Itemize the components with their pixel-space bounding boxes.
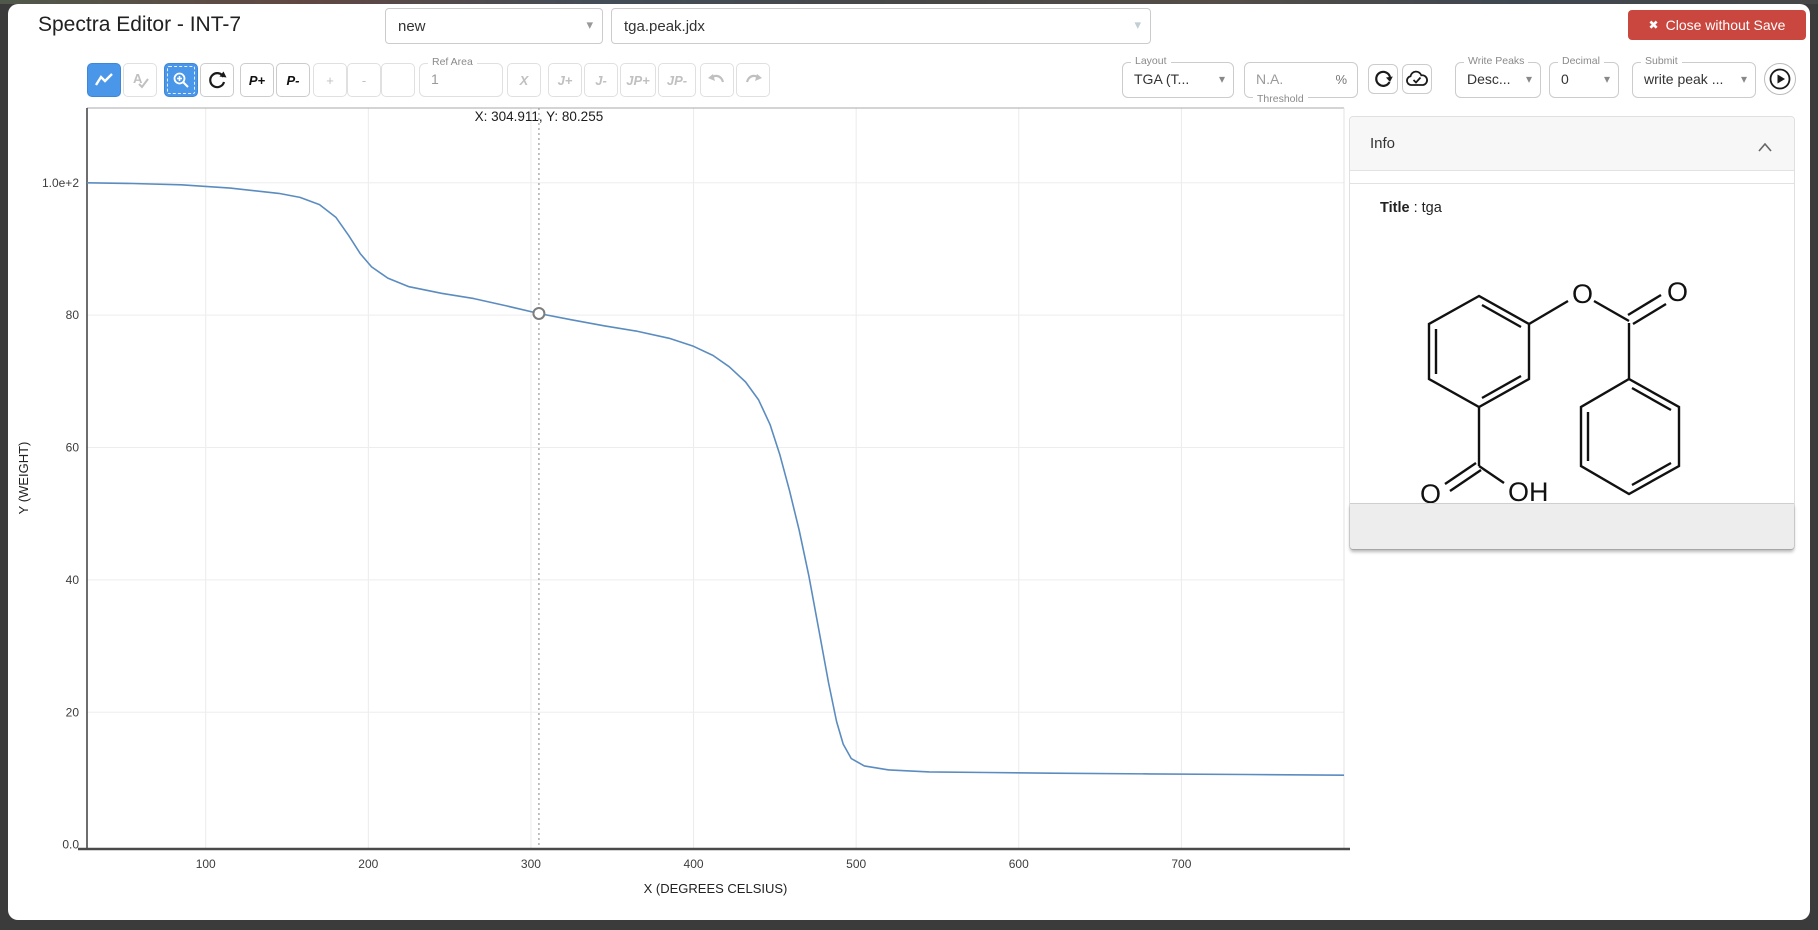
spectrum-select-value: new [398, 17, 426, 35]
zoom-in-icon [173, 72, 189, 88]
x-tick-label: 500 [846, 857, 866, 871]
line-chart-icon [94, 73, 113, 86]
info-panel-body: Title : tga [1350, 171, 1794, 509]
submit-run-button[interactable] [1764, 63, 1796, 95]
write-peaks-label: Write Peaks [1464, 55, 1529, 67]
y-tick-label: 1.0e+2 [42, 176, 79, 190]
layout-label: Layout [1131, 55, 1171, 67]
close-icon: ✖ [1648, 18, 1659, 32]
write-peaks-select[interactable]: Write Peaks Desc... ▾ [1455, 55, 1541, 98]
atom-label: O [1667, 277, 1688, 307]
x-tick-label: 700 [1171, 857, 1191, 871]
submit-value: write peak ... [1644, 71, 1724, 87]
tga-chart[interactable]: 1.0e+2 80 60 40 20 0.0 100 200 300 400 500 600 700 X … [8, 100, 1358, 910]
tga-curve [86, 182, 1345, 776]
play-icon [1769, 68, 1791, 90]
spectrum-title-label: Title [1380, 200, 1410, 216]
y-tick-label: 60 [66, 441, 80, 455]
atom-label: OH [1508, 477, 1549, 507]
line-mode-button[interactable] [87, 63, 121, 97]
threshold-label: Threshold [1253, 93, 1308, 105]
file-select-value: tga.peak.jdx [624, 17, 705, 35]
decimal-label: Decimal [1558, 55, 1604, 67]
chevron-down-icon: ▾ [1525, 72, 1532, 86]
layout-select[interactable]: Layout TGA (T... ▾ [1122, 55, 1234, 98]
threshold-field[interactable]: N.A. % Threshold [1244, 62, 1358, 105]
x-tick-label: 100 [196, 857, 216, 871]
chevron-down-icon: ▾ [1218, 72, 1225, 86]
redo-button[interactable] [736, 63, 770, 97]
x-tick-label: 400 [684, 857, 704, 871]
close-button-label: Close without Save [1665, 17, 1786, 33]
cursor-marker[interactable] [532, 306, 546, 320]
ref-area-value: 1 [431, 71, 439, 87]
atom-label: O [1420, 479, 1441, 509]
x-tick-label: 600 [1009, 857, 1029, 871]
zoom-select-button[interactable] [164, 63, 198, 97]
spectra-editor-window: Spectra Editor - INT-7 new ▾ tga.peak.jd… [8, 4, 1810, 920]
scale-blank-button[interactable] [381, 63, 415, 97]
chevron-down-icon: ▾ [1740, 72, 1747, 86]
info-panel-header[interactable]: Info [1350, 117, 1794, 171]
undo-button[interactable] [700, 63, 734, 97]
spectrum-title-separator: : [1409, 200, 1422, 216]
file-select[interactable]: tga.peak.jdx ▾ [611, 8, 1151, 44]
j-plus-button[interactable]: J+ [548, 63, 582, 97]
decimal-value: 0 [1561, 71, 1569, 87]
info-panel: Info Title : tga [1349, 116, 1795, 550]
layout-value: TGA (T... [1134, 71, 1190, 87]
y-tick-label: 40 [66, 573, 80, 587]
scale-minus-button[interactable]: - [347, 63, 381, 97]
undo-icon [708, 74, 725, 83]
ref-area-label: Ref Area [428, 56, 477, 68]
info-panel-footer [1350, 503, 1794, 549]
x-tick-label: 300 [521, 857, 541, 871]
chevron-up-icon [1758, 139, 1772, 156]
reset-zoom-icon [209, 71, 227, 89]
y-tick-label: 20 [66, 705, 80, 719]
x-axis-title: X (DEGREES CELSIUS) [644, 881, 788, 896]
peak-add-button[interactable]: P+ [240, 63, 274, 97]
spectrum-title-row: Title : tga [1350, 184, 1794, 220]
info-panel-title: Info [1370, 135, 1396, 152]
save-to-cloud-button[interactable] [1402, 64, 1432, 94]
chevron-down-icon: ▾ [1603, 72, 1610, 86]
close-without-save-button[interactable]: ✖ Close without Save [1628, 10, 1806, 40]
spectrum-info-card: Title : tga [1350, 183, 1794, 509]
x-tick-label: 200 [358, 857, 378, 871]
chevron-down-icon: ▾ [1134, 17, 1141, 32]
redo-icon [745, 74, 762, 83]
page-title: Spectra Editor - INT-7 [38, 13, 242, 36]
jp-minus-button[interactable]: JP- [658, 63, 696, 97]
refresh-icon [1375, 70, 1393, 87]
scale-plus-button[interactable]: + [313, 63, 347, 97]
chevron-down-icon: ▾ [586, 17, 593, 32]
peak-remove-button[interactable]: P- [276, 63, 310, 97]
molecule-structure: O O O OH [1420, 277, 1688, 509]
ref-area-field[interactable]: Ref Area 1 [419, 56, 503, 97]
submit-select[interactable]: Submit write peak ... ▾ [1632, 55, 1756, 98]
auto-detect-icon: A [133, 71, 149, 89]
zoom-reset-button[interactable] [200, 63, 234, 97]
spectrum-select[interactable]: new ▾ [385, 8, 603, 44]
j-minus-button[interactable]: J- [584, 63, 618, 97]
y-tick-label: 80 [66, 308, 80, 322]
spectrum-title-value: tga [1421, 200, 1442, 216]
cloud-check-icon [1406, 70, 1428, 86]
svg-text:A: A [133, 71, 143, 86]
threshold-unit: % [1335, 72, 1347, 87]
y-axis-title: Y (WEIGHT) [16, 442, 31, 515]
atom-label: O [1572, 279, 1593, 309]
multiplier-x-button[interactable]: X [507, 63, 541, 97]
submit-label: Submit [1641, 55, 1682, 67]
cursor-annotation: X: 304.911, Y: 80.255 [475, 109, 604, 124]
decimal-select[interactable]: Decimal 0 ▾ [1549, 55, 1619, 98]
threshold-placeholder: N.A. [1256, 71, 1284, 87]
refresh-button[interactable] [1368, 64, 1398, 94]
auto-peak-mode-button[interactable]: A [123, 63, 157, 97]
jp-plus-button[interactable]: JP+ [620, 63, 656, 97]
write-peaks-value: Desc... [1467, 71, 1511, 87]
y-tick-label: 0.0 [62, 838, 79, 852]
